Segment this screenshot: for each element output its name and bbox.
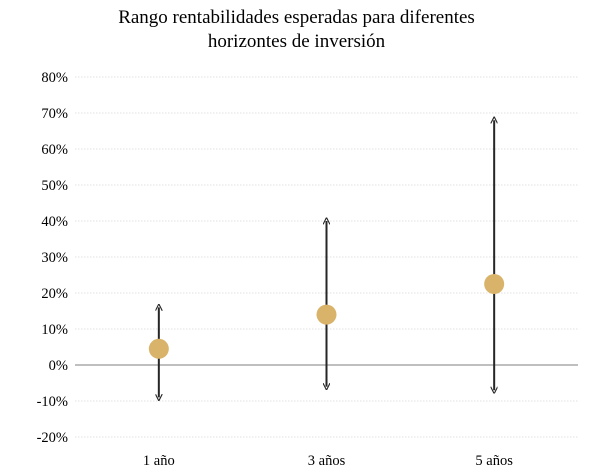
x-tick-label: 1 año [143,453,175,469]
chart-title-line-2: horizontes de inversión [207,31,386,52]
y-tick-label: 50% [41,178,68,194]
expected-return-point [484,274,505,294]
y-tick-label: 70% [41,106,68,122]
y-tick-label: -10% [37,394,68,410]
x-tick-label: 3 años [308,453,346,469]
x-axis-ticks: 1 año 3 años 5 años [143,453,513,469]
y-tick-label: 60% [41,142,68,158]
y-tick-label: -20% [37,430,68,446]
chart-title-line-1: Rango rentabilidades esperadas para dife… [118,7,475,28]
y-tick-label: 30% [41,250,68,266]
y-tick-label: 80% [41,70,68,86]
x-tick-label: 5 años [475,453,513,469]
data-series [148,120,505,397]
expected-return-point [148,338,169,359]
expected-return-point [316,304,337,325]
y-tick-label: 20% [41,286,68,302]
y-tick-label: 40% [41,214,68,230]
y-axis-ticks: 80% 70% 60% 50% 40% 30% 20% 10% 0% -10% -20% [37,70,68,446]
chart-title: Rango rentabilidades esperadas para dife… [0,6,593,54]
y-tick-label: 0% [49,358,68,374]
y-tick-label: 10% [41,322,68,338]
